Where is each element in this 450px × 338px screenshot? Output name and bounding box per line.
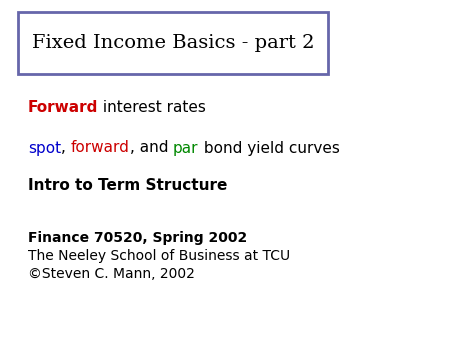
Text: spot: spot [28,141,61,155]
Text: Forward: Forward [28,100,99,116]
Text: Intro to Term Structure: Intro to Term Structure [28,177,227,193]
Text: Finance 70520, Spring 2002: Finance 70520, Spring 2002 [28,231,247,245]
Text: Fixed Income Basics - part 2: Fixed Income Basics - part 2 [32,34,314,52]
FancyBboxPatch shape [18,12,328,74]
Text: bond yield curves: bond yield curves [198,141,339,155]
Text: , and: , and [130,141,173,155]
Text: ©Steven C. Mann, 2002: ©Steven C. Mann, 2002 [28,267,195,281]
Text: par: par [173,141,198,155]
Text: interest rates: interest rates [99,100,206,116]
Text: ,: , [61,141,71,155]
Text: forward: forward [71,141,130,155]
Text: The Neeley School of Business at TCU: The Neeley School of Business at TCU [28,249,290,263]
